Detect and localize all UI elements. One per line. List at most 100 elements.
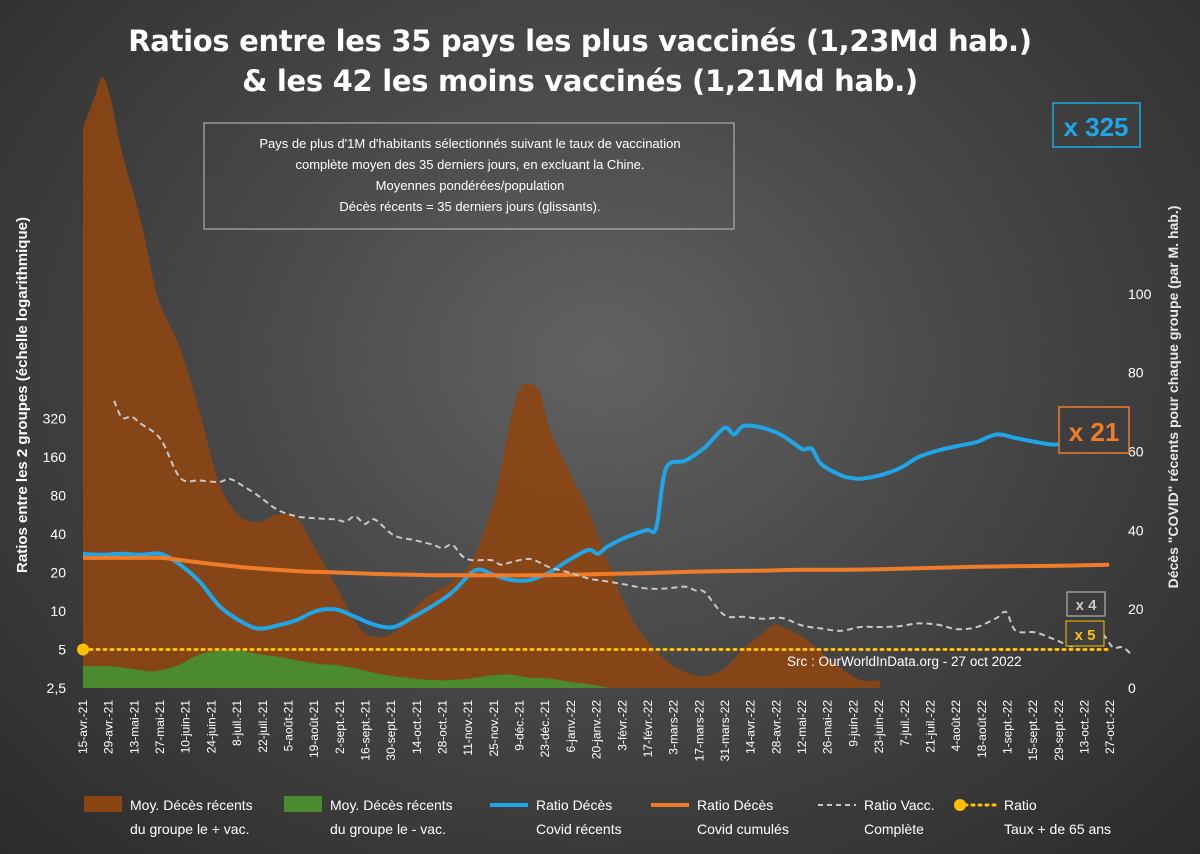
y-tick-left: 10 — [50, 603, 66, 619]
callout-blue: x 325 — [1063, 112, 1128, 142]
line-series-4 — [113, 400, 1134, 657]
y-tick-right: 80 — [1128, 365, 1144, 381]
x-tick: 28-oct.-21 — [436, 700, 450, 754]
x-tick: 14-oct.-21 — [410, 700, 424, 754]
y-tick-left: 40 — [50, 526, 66, 542]
x-tick: 19-août-21 — [307, 700, 321, 758]
x-tick: 24-juin-21 — [204, 700, 218, 754]
legend-entry-0: Moy. Décès récents du groupe le + vac. — [84, 796, 253, 837]
x-tick: 16-sept.-21 — [359, 700, 373, 761]
line-series — [77, 400, 1134, 657]
legend-label: Ratio — [1004, 797, 1037, 813]
legend-entry-3: Ratio Décès Covid cumulés — [651, 797, 789, 837]
callout-grey: x 4 — [1076, 597, 1098, 614]
legend-label: Taux + de 65 ans — [1004, 821, 1111, 837]
x-tick: 15-sept.-22 — [1026, 700, 1040, 761]
chart-title-line2: & les 42 les moins vaccinés (1,21Md hab.… — [242, 64, 918, 98]
x-tick: 27-oct.-22 — [1103, 700, 1117, 754]
x-tick: 15-avr.-21 — [76, 700, 90, 754]
callout-grey-box — [1066, 591, 1106, 617]
y-axis-label-left: Ratios entre les 2 groupes (échelle loga… — [14, 217, 31, 573]
legend-swatch — [84, 796, 122, 812]
y-tick-right: 60 — [1128, 444, 1144, 460]
legend-label: du groupe le - vac. — [330, 821, 446, 837]
note-line-2: complète moyen des 35 derniers jours, en… — [295, 157, 644, 172]
y-tick-left: 2,5 — [47, 680, 67, 696]
y-tick-right: 40 — [1128, 522, 1144, 538]
x-tick: 21-juil.-22 — [923, 700, 937, 753]
note-line-3: Moyennes pondérées/population — [376, 178, 565, 193]
x-tick: 3-févr.-22 — [615, 700, 629, 751]
note-line-1: Pays de plus d'1M d'habitants sélectionn… — [259, 136, 680, 151]
x-tick: 28-avr.-22 — [769, 700, 783, 754]
x-tick: 27-mai-21 — [153, 700, 167, 754]
legend-label: Ratio Décès — [697, 797, 773, 813]
x-tick: 31-mars-22 — [718, 700, 732, 762]
area-series — [83, 77, 880, 689]
left-y-ticks: 2,5 5 10 20 40 80 160 320 — [43, 411, 67, 697]
legend-entry-4: Ratio Vacc. Complète — [818, 797, 935, 837]
legend-label: du groupe le + vac. — [130, 821, 249, 837]
x-tick: 9-juin-22 — [846, 700, 860, 747]
x-tick: 30-sept.-21 — [384, 700, 398, 761]
y-axis-label-right: Décès "COVID" récents pour chaque groupe… — [1165, 206, 1181, 589]
line-series-3 — [82, 555, 1110, 578]
y-tick-left: 160 — [43, 449, 67, 465]
x-tick: 18-août-22 — [975, 700, 989, 758]
callout-orange-box — [1058, 406, 1130, 454]
x-tick: 20-janv.-22 — [590, 700, 604, 759]
y-tick-left: 80 — [50, 488, 66, 504]
x-tick: 14-avr.-22 — [744, 700, 758, 754]
y-tick-right: 20 — [1128, 601, 1144, 617]
x-tick: 13-oct.-22 — [1078, 700, 1092, 754]
legend-label: Complète — [864, 821, 924, 837]
area-series-0 — [83, 77, 880, 689]
legend-label: Covid cumulés — [697, 821, 789, 837]
callout-orange: x 21 — [1069, 417, 1120, 447]
y-tick-left: 320 — [43, 411, 67, 427]
x-tick: 7-juil.-22 — [898, 700, 912, 746]
x-tick: 29-avr.-21 — [102, 700, 116, 754]
x-tick: 25-nov.-21 — [487, 700, 501, 757]
x-tick: 26-mai-22 — [821, 700, 835, 754]
x-tick: 1-sept.-22 — [1001, 700, 1015, 754]
note-line-4: Décès récents = 35 derniers jours (gliss… — [339, 199, 600, 214]
x-tick: 8-juil.-21 — [230, 700, 244, 746]
x-tick: 2-sept.-21 — [333, 700, 347, 754]
x-tick: 10-juin-21 — [179, 700, 193, 754]
x-tick: 17-mars-22 — [692, 700, 706, 762]
legend-label: Ratio Vacc. — [864, 797, 935, 813]
x-tick: 17-févr.-22 — [641, 700, 655, 758]
y-tick-right: 100 — [1128, 286, 1152, 302]
line-series-5-marker — [77, 643, 89, 656]
legend-label: Covid récents — [536, 821, 622, 837]
x-tick: 6-janv.-22 — [564, 700, 578, 753]
x-tick: 22-juil.-21 — [256, 700, 270, 753]
x-tick: 13-mai-21 — [127, 700, 141, 754]
legend-entry-1: Moy. Décès récents du groupe le - vac. — [284, 796, 453, 837]
source-note: Src : OurWorldInData.org - 27 oct 2022 — [787, 654, 1022, 669]
legend-label: Ratio Décès — [536, 797, 612, 813]
y-tick-right: 0 — [1128, 680, 1136, 696]
x-tick: 23-déc.-21 — [538, 700, 552, 758]
legend-label: Moy. Décès récents — [330, 797, 453, 813]
note-box — [203, 122, 735, 230]
x-tick: 4-août-22 — [949, 700, 963, 752]
y-tick-left: 5 — [58, 642, 66, 658]
x-tick: 12-mai-22 — [795, 700, 809, 754]
callout-gold: x 5 — [1075, 627, 1096, 644]
right-y-ticks: 0 20 40 60 80 100 — [1128, 286, 1152, 696]
chart-title-line1: Ratios entre les 35 pays les plus vaccin… — [128, 24, 1031, 58]
x-tick: 3-mars-22 — [667, 700, 681, 755]
x-tick: 9-déc.-21 — [513, 700, 527, 751]
x-ticks: 15-avr.-21 29-avr.-21 13-mai-21 27-mai-21 10… — [76, 700, 1117, 762]
x-tick: 11-nov.-21 — [461, 700, 475, 756]
legend-swatch-marker — [954, 799, 966, 811]
legend-label: Moy. Décès récents — [130, 797, 253, 813]
y-tick-left: 20 — [50, 565, 66, 581]
line-series-2 — [82, 415, 1111, 631]
callout-blue-box — [1052, 102, 1141, 148]
